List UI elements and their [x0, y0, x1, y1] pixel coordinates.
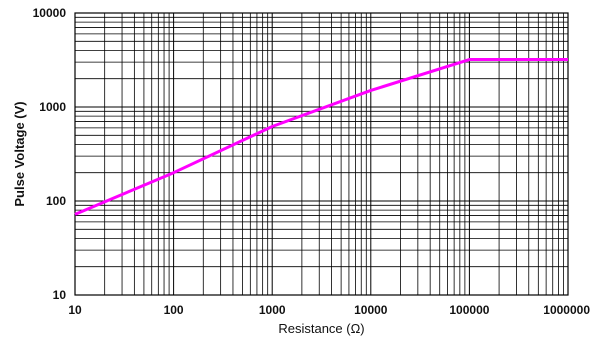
x-tick-label: 10000: [354, 303, 388, 317]
x-tick-label: 10: [68, 303, 82, 317]
x-axis-title: Resistance (Ω): [278, 321, 364, 336]
y-tick-label: 10000: [33, 6, 67, 20]
series-line-0: [74, 58, 568, 216]
y-tick-label: 100: [46, 194, 66, 208]
y-axis-title: Pulse Voltage (V): [12, 101, 27, 206]
y-tick-label: 1000: [39, 100, 66, 114]
y-tick-labels: 10 100 1000 10000: [33, 6, 67, 302]
x-tick-labels: 10 100 1000 10000 100000 1000000: [68, 303, 590, 317]
y-tick-label: 10: [53, 288, 67, 302]
plot-frame: [74, 12, 569, 296]
x-tick-label: 1000000: [543, 303, 590, 317]
series-layer: [74, 58, 568, 216]
x-tick-label: 100: [164, 303, 184, 317]
x-tick-label: 100000: [449, 303, 489, 317]
x-tick-label: 1000: [259, 303, 286, 317]
grid: [74, 13, 568, 296]
